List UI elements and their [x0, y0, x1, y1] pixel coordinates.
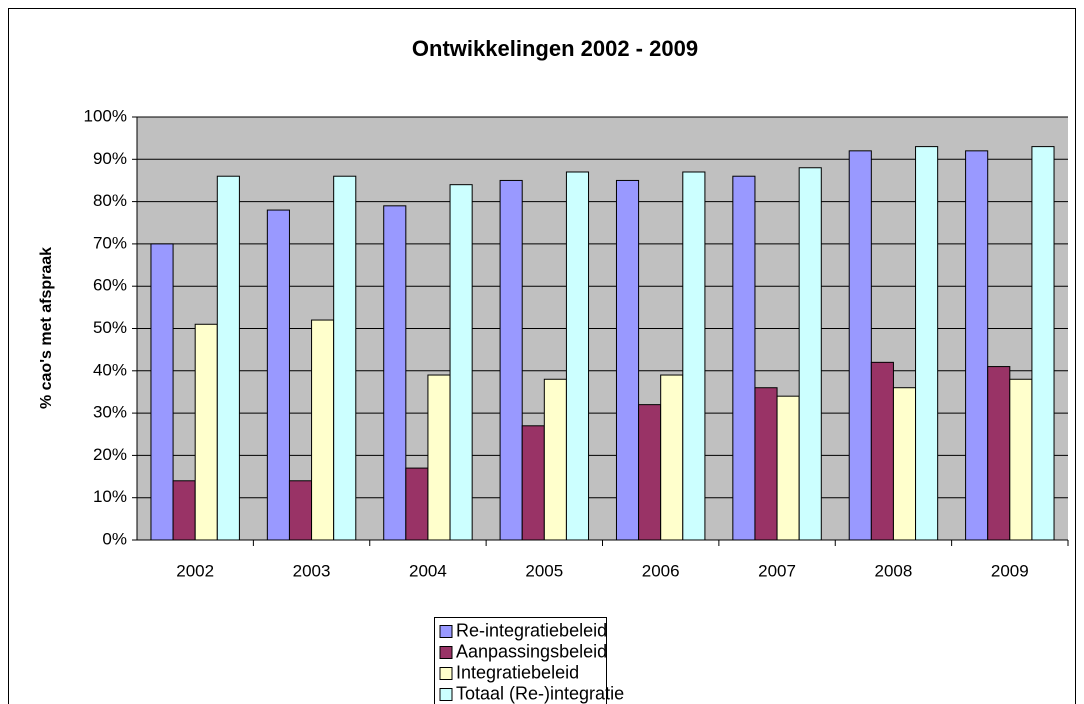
- y-tick-label: 80%: [93, 191, 127, 210]
- bar: [682, 171, 706, 541]
- x-tick-label: 2008: [875, 561, 913, 580]
- y-tick-label: 10%: [93, 487, 127, 506]
- y-tick-label: 100%: [84, 106, 127, 125]
- bar: [405, 467, 429, 541]
- bar: [216, 175, 240, 541]
- bar: [776, 395, 800, 541]
- y-tick-label: 70%: [93, 233, 127, 252]
- bar: [543, 378, 567, 541]
- y-tick-label: 30%: [93, 403, 127, 422]
- bar: [1009, 378, 1033, 541]
- bar: [150, 243, 174, 541]
- y-tick-label: 20%: [93, 445, 127, 464]
- bar: [965, 150, 989, 541]
- bar: [521, 425, 545, 541]
- bar: [848, 150, 872, 541]
- bar: [499, 179, 523, 541]
- bar: [798, 167, 822, 541]
- bar: [915, 146, 939, 541]
- x-tick-label: 2005: [525, 561, 563, 580]
- x-tick-label: 2007: [758, 561, 796, 580]
- x-tick-label: 2009: [991, 561, 1029, 580]
- legend-swatch: [439, 667, 453, 680]
- legend-swatch: [439, 688, 453, 701]
- bar: [266, 209, 290, 541]
- x-tick-label: 2003: [293, 561, 331, 580]
- bar: [288, 480, 313, 541]
- bar: [660, 374, 684, 541]
- legend-swatch: [439, 646, 453, 659]
- y-tick-label: 60%: [93, 276, 127, 295]
- bar: [870, 361, 894, 541]
- legend-label: Integratiebeleid: [456, 662, 579, 682]
- bar: [615, 179, 640, 541]
- legend-label: Aanpassingsbeleid: [456, 641, 607, 661]
- bar: [565, 171, 590, 541]
- x-tick-label: 2002: [176, 561, 214, 580]
- bar: [449, 184, 473, 541]
- bar: [638, 404, 662, 541]
- bar: [172, 480, 196, 541]
- y-tick-label: 40%: [93, 360, 127, 379]
- legend-box: [434, 617, 607, 704]
- x-tick-label: 2004: [409, 561, 447, 580]
- chart-title: Ontwikkelingen 2002 - 2009: [412, 36, 698, 61]
- x-tick-label: 2006: [642, 561, 680, 580]
- bar: [194, 323, 218, 541]
- y-axis-title: % cao's met afspraak: [38, 247, 55, 409]
- bar: [311, 319, 335, 541]
- bar: [383, 205, 407, 541]
- bar: [732, 175, 756, 541]
- legend-label: Re-integratiebeleid: [456, 620, 607, 640]
- y-tick-label: 50%: [93, 318, 127, 337]
- legend-label: Totaal (Re-)integratie: [456, 683, 624, 703]
- bar: [892, 387, 917, 541]
- y-tick-label: 90%: [93, 149, 127, 168]
- bar: [987, 366, 1011, 541]
- y-tick-label: 0%: [102, 529, 127, 548]
- bar: [754, 387, 778, 541]
- bar: [333, 175, 357, 541]
- bar: [1031, 146, 1055, 541]
- legend-swatch: [439, 625, 453, 638]
- bar: [427, 374, 451, 541]
